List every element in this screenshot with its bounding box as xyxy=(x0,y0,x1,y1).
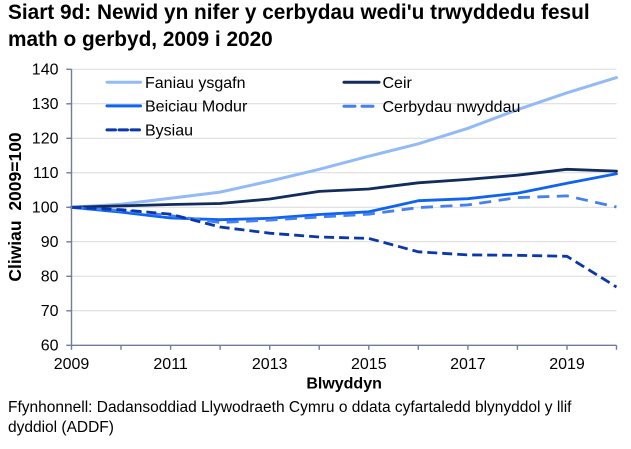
svg-text:140: 140 xyxy=(32,62,59,79)
svg-text:110: 110 xyxy=(33,165,59,182)
svg-text:2011: 2011 xyxy=(153,356,188,373)
svg-text:Cliwiau 2009=100: Cliwiau 2009=100 xyxy=(5,132,25,282)
svg-text:2017: 2017 xyxy=(450,356,486,373)
svg-text:Bysiau: Bysiau xyxy=(145,123,193,140)
svg-text:2009: 2009 xyxy=(54,356,90,373)
svg-text:90: 90 xyxy=(41,234,59,251)
svg-text:Cerbydau nwyddau: Cerbydau nwyddau xyxy=(383,99,521,116)
svg-text:100: 100 xyxy=(32,200,59,217)
svg-text:Blwyddyn: Blwyddyn xyxy=(306,375,382,392)
svg-text:60: 60 xyxy=(41,338,59,355)
svg-text:120: 120 xyxy=(32,131,59,148)
svg-text:70: 70 xyxy=(41,303,59,320)
svg-text:Ceir: Ceir xyxy=(383,75,413,92)
svg-text:130: 130 xyxy=(32,96,59,113)
svg-text:Faniau ysgafn: Faniau ysgafn xyxy=(145,75,246,92)
svg-text:2013: 2013 xyxy=(252,356,288,373)
svg-text:80: 80 xyxy=(41,269,59,286)
svg-text:Beiciau Modur: Beiciau Modur xyxy=(145,99,248,116)
svg-text:2015: 2015 xyxy=(351,356,387,373)
svg-text:2019: 2019 xyxy=(549,356,585,373)
